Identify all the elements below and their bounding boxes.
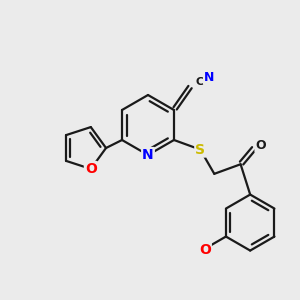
Text: C: C [195, 77, 203, 87]
Text: S: S [195, 142, 205, 157]
Text: O: O [85, 162, 97, 176]
Text: O: O [199, 243, 211, 256]
Text: N: N [142, 148, 154, 162]
Text: O: O [255, 139, 266, 152]
Text: N: N [204, 71, 214, 84]
